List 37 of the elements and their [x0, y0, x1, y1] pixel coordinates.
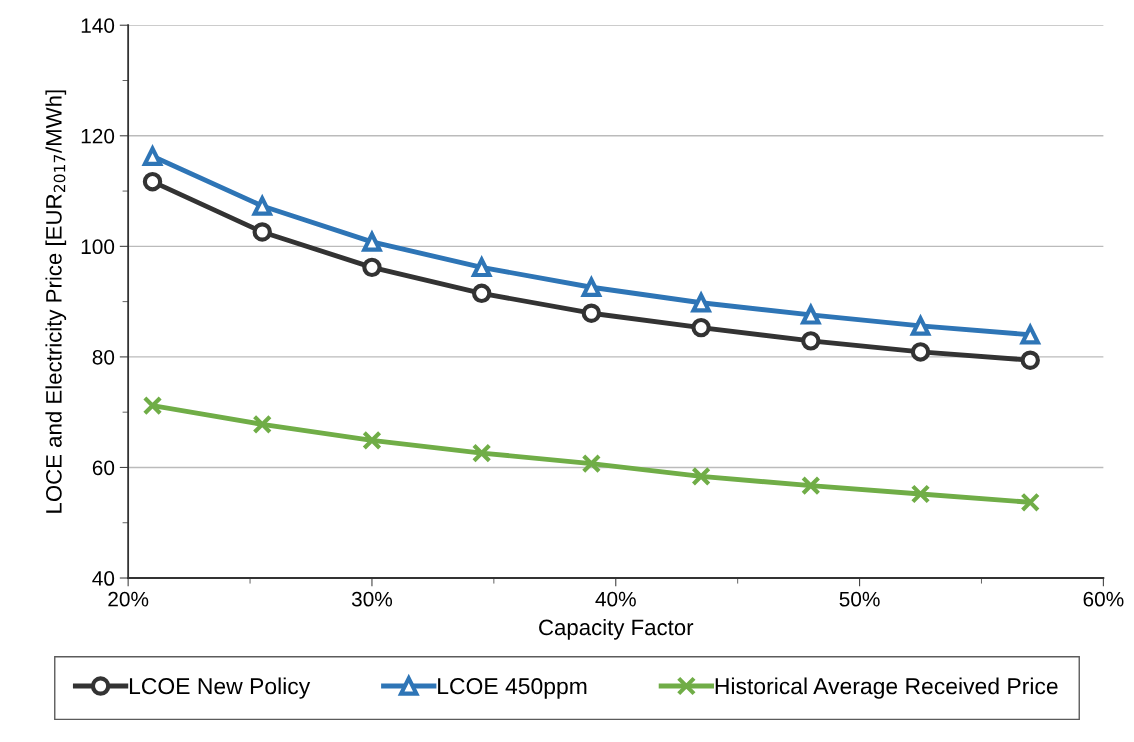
- point: [252, 414, 272, 435]
- x-tick-label: 60%: [1083, 591, 1124, 607]
- point: [142, 171, 163, 192]
- point: [470, 255, 493, 278]
- y-tick-label: 60: [92, 460, 115, 476]
- y-tick-label: 80: [92, 349, 115, 365]
- point: [581, 303, 602, 323]
- point: [362, 430, 382, 451]
- point: [471, 283, 492, 304]
- point: [252, 222, 272, 242]
- x-tick-label: 50%: [839, 591, 880, 607]
- point: [910, 484, 931, 504]
- point: [581, 453, 602, 474]
- y-tick-label: 120: [81, 128, 115, 144]
- x-axis-title: Capacity Factor: [539, 618, 694, 640]
- legend-label: LCOE New Policy: [129, 677, 311, 699]
- x-tick-label: 30%: [351, 591, 393, 607]
- point: [691, 317, 711, 338]
- point: [471, 443, 492, 463]
- point: [580, 275, 603, 297]
- y-tick-label: 140: [81, 18, 115, 33]
- x-tick-label: 40%: [595, 591, 636, 607]
- legend-label: Historical Average Received Price: [715, 677, 1058, 699]
- point: [801, 331, 821, 351]
- y-axis-title: LOCE and Electricity Price [EUR$_{2017}$/MWh]: [45, 90, 67, 513]
- point: [1020, 350, 1040, 370]
- y-tick-label: 100: [81, 239, 115, 255]
- point: [142, 395, 163, 416]
- point: [910, 342, 931, 362]
- point: [691, 466, 711, 487]
- y-tick-label: 40: [92, 571, 115, 586]
- point: [362, 257, 382, 278]
- point: [1020, 492, 1040, 513]
- point: [141, 144, 164, 166]
- point: [801, 475, 821, 496]
- legend-label: LCOE 450ppm: [438, 678, 587, 699]
- x-tick-label: 20%: [108, 591, 149, 607]
